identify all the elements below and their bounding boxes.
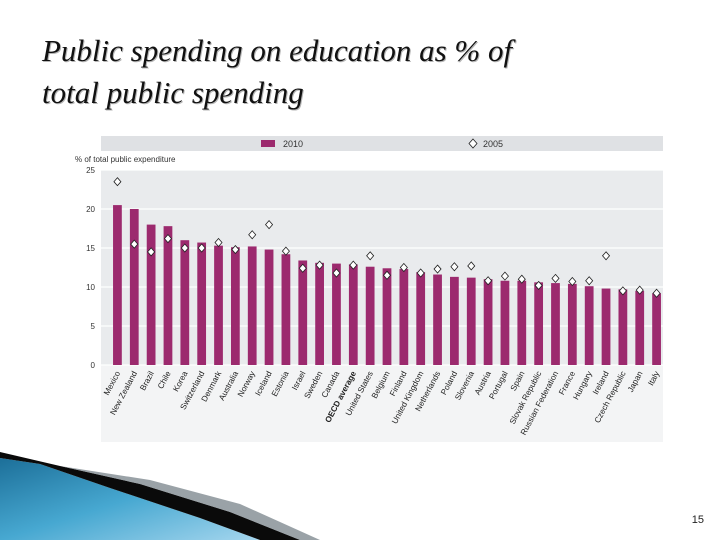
bar-2010-29 — [601, 288, 611, 365]
marker-2005-7 — [231, 244, 240, 255]
bar-2010-20 — [450, 276, 459, 365]
marker-2005-14 — [349, 260, 358, 270]
marker-2005-3 — [163, 234, 173, 244]
bar-2010-21 — [466, 277, 476, 365]
bar-2010-16 — [382, 268, 392, 365]
marker-2005-26 — [551, 273, 560, 284]
education-spending-chart: 2010 2005% of total public expenditure 0 5 1… — [75, 134, 665, 444]
y-tick-label-0: 0 — [91, 361, 96, 370]
y-tick-label-5: 5 — [91, 322, 96, 331]
marker-2005-32 — [652, 288, 661, 298]
marker-2005-5 — [197, 243, 206, 253]
marker-2005-16 — [382, 270, 392, 280]
marker-2005-22 — [484, 276, 493, 286]
bar-2010-10 — [281, 254, 291, 365]
marker-2005-25 — [534, 280, 543, 291]
bar-2010-25 — [534, 282, 544, 365]
marker-2005-6 — [214, 237, 223, 248]
bar-2010-18 — [416, 272, 426, 365]
bar-2010-3 — [163, 226, 173, 365]
marker-2005-12 — [315, 260, 324, 270]
marker-2005-23 — [500, 271, 509, 281]
marker-2005-29 — [601, 251, 611, 261]
marker-2005-8 — [248, 230, 257, 240]
marker-2005-10 — [281, 246, 290, 256]
slide-title: Public spending on education as % of tot… — [42, 30, 682, 114]
y-axis-label: % of total public expenditure — [75, 155, 176, 164]
marker-2005-0 — [113, 177, 122, 187]
slide-title-line-2: total public spending — [42, 75, 304, 110]
marker-2005-9 — [265, 219, 274, 230]
legend-marker-2005 — [468, 138, 478, 149]
chart-svg: 2010 2005% of total public expenditure051… — [75, 136, 663, 442]
marker-2005-17 — [399, 262, 408, 273]
marker-2005-31 — [635, 285, 644, 295]
legend-band — [101, 136, 663, 151]
swoosh-dark-band — [0, 452, 300, 540]
marker-2005-24 — [517, 274, 526, 284]
y-tick-label-25: 25 — [86, 166, 95, 175]
bar-2010-32 — [652, 293, 661, 365]
marker-2005-18 — [416, 268, 425, 278]
swoosh-blue-shape — [0, 458, 260, 540]
legend-label-2005: 2005 — [483, 139, 503, 149]
slide-title-line-1: Public spending on education as % of — [42, 33, 513, 68]
marker-2005-1 — [130, 239, 139, 249]
bar-2010-28 — [584, 286, 594, 365]
decorative-swoosh — [0, 452, 320, 540]
marker-2005-20 — [450, 262, 459, 272]
bar-2010-30 — [618, 289, 628, 365]
legend-swatch-2010 — [261, 140, 275, 147]
marker-2005-4 — [180, 243, 189, 253]
bar-2010-7 — [230, 247, 240, 365]
bar-2010-14 — [348, 264, 358, 365]
bar-2010-15 — [365, 266, 375, 365]
marker-2005-11 — [298, 263, 307, 273]
bar-2010-1 — [129, 209, 139, 365]
bar-2010-22 — [483, 279, 493, 365]
page-number: 15 — [691, 514, 704, 526]
bar-2010-31 — [635, 290, 645, 365]
bar-2010-26 — [551, 283, 560, 365]
bar-2010-2 — [146, 224, 156, 365]
bar-2010-9 — [264, 249, 274, 365]
marker-2005-30 — [618, 286, 627, 296]
marker-2005-21 — [467, 261, 476, 271]
bar-2010-12 — [315, 262, 324, 365]
marker-2005-28 — [585, 276, 594, 286]
bar-2010-23 — [500, 280, 510, 365]
bar-2010-24 — [517, 280, 527, 365]
bar-2010-17 — [399, 269, 409, 365]
bar-2010-27 — [567, 283, 577, 365]
y-tick-label-20: 20 — [86, 205, 95, 214]
y-tick-label-15: 15 — [86, 244, 95, 253]
marker-2005-15 — [366, 251, 375, 261]
bar-2010-5 — [197, 242, 207, 365]
bar-2010-19 — [433, 274, 442, 365]
marker-2005-13 — [332, 268, 341, 278]
marker-2005-19 — [433, 264, 442, 274]
bar-2010-0 — [113, 205, 122, 365]
category-label-area — [101, 365, 663, 442]
swoosh-gray-band — [60, 466, 320, 540]
bar-2010-13 — [332, 263, 341, 365]
bar-2010-4 — [180, 240, 190, 365]
bar-2010-8 — [247, 246, 257, 365]
bar-2010-6 — [214, 245, 223, 365]
marker-2005-27 — [568, 276, 577, 287]
bar-2010-11 — [298, 260, 308, 365]
y-tick-label-10: 10 — [86, 283, 95, 292]
marker-2005-2 — [147, 247, 156, 257]
legend-label-2010: 2010 — [283, 139, 303, 149]
